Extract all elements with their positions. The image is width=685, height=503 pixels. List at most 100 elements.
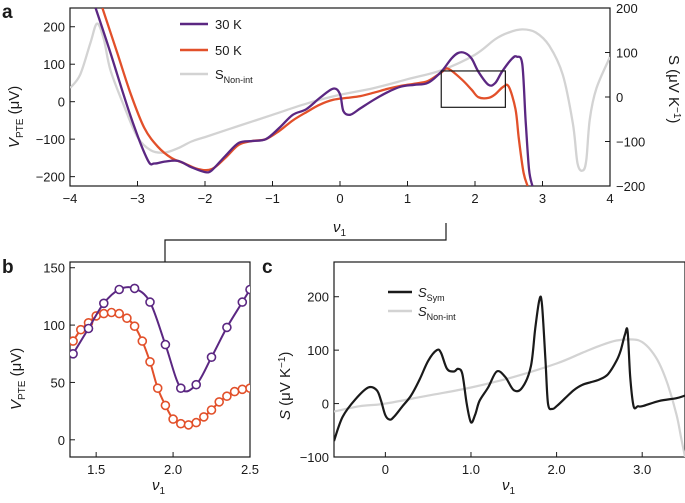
panel-a-xtick-label: 0 bbox=[336, 191, 343, 206]
panel-a-y2tick-label: 100 bbox=[616, 46, 638, 61]
inset-connector-line bbox=[164, 223, 447, 262]
panel-b-50k-marker bbox=[114, 308, 124, 319]
panel-a-xlabel: ν1 bbox=[333, 219, 347, 239]
panel-a-y2tick-label: 200 bbox=[616, 1, 638, 16]
panel-b-50k-marker bbox=[222, 391, 232, 402]
panel-b-50k-marker bbox=[214, 397, 224, 407]
panel-b-30k-marker bbox=[206, 352, 217, 363]
panel-b-50k-marker bbox=[183, 420, 194, 430]
panel-b-50k-marker bbox=[237, 384, 248, 395]
panel-c-xtick-label: 0 bbox=[382, 462, 389, 477]
panel-a-axes: −4 −3 −2 −1 0 1 2 3 4 200 100 0 −100 −200 200 100 0 −100 −… bbox=[36, 1, 646, 206]
panel-b-xtick-label: 2.5 bbox=[241, 462, 259, 477]
panel-c-xtick-label: 3.0 bbox=[633, 462, 651, 477]
panel-b-ytick-label: 100 bbox=[43, 318, 65, 333]
panel-b-50k-marker bbox=[152, 383, 163, 394]
panel-a-ytick-label: 0 bbox=[58, 95, 65, 110]
panel-b-ylabel: VPTE (μV) bbox=[8, 348, 28, 410]
panel-b-30k-marker bbox=[83, 323, 94, 334]
panel-a-series bbox=[70, 8, 610, 186]
panel-b-30k-marker bbox=[99, 298, 109, 309]
panel-b-xlabel: ν1 bbox=[152, 477, 166, 497]
panel-b-50k-marker bbox=[206, 405, 217, 415]
panel-b-ytick-label: 0 bbox=[58, 433, 65, 448]
series-s-nonint-c-line bbox=[334, 338, 685, 457]
panel-b-50k-marker bbox=[137, 336, 148, 346]
panel-b-30k-marker bbox=[222, 322, 232, 333]
panel-b-50k-marker bbox=[191, 417, 201, 428]
panel-a-xtick-label: 4 bbox=[606, 191, 613, 206]
panel-b-30k-marker bbox=[176, 383, 186, 394]
panel-a-letter: a bbox=[2, 2, 13, 23]
panel-b-30k-marker bbox=[160, 339, 171, 350]
panel-b-50k-marker bbox=[106, 307, 117, 318]
panel-b-30k-marker bbox=[129, 283, 140, 294]
panel-b-50k-marker bbox=[160, 400, 171, 411]
panel-c-ytick-label: 200 bbox=[307, 290, 329, 305]
panel-b-xtick-label: 2.0 bbox=[164, 462, 182, 477]
panel-c-axes: 0 1.0 2.0 3.0 200 100 0 −100 bbox=[300, 290, 652, 477]
panel-a-y2tick-label: −200 bbox=[616, 179, 645, 194]
panel-b-50k-marker bbox=[145, 356, 155, 367]
panel-b-ytick-label: 150 bbox=[43, 261, 65, 276]
panel-b-ytick-label: 50 bbox=[51, 375, 65, 390]
series-30k-line bbox=[94, 8, 534, 186]
panel-a-ytick-label: 200 bbox=[43, 20, 65, 35]
panel-b-30k-marker bbox=[245, 284, 250, 295]
panel-a-ytick-label: −100 bbox=[36, 132, 65, 147]
panel-b: b 1.5 2.0 2.5 150 100 50 0 ν1 VPTE (μV) bbox=[2, 257, 259, 497]
panel-c-ytick-label: 0 bbox=[322, 397, 329, 412]
panel-a: a −4 −3 −2 −1 0 1 2 3 4 200 100 0 −100 −200 200 100 0 −10… bbox=[2, 1, 682, 262]
panel-b-50k-marker bbox=[122, 313, 132, 324]
panel-c-xlabel: ν1 bbox=[502, 477, 516, 497]
panel-b-30k-marker bbox=[191, 379, 201, 390]
legend-label-s-nonint: SNon-int bbox=[215, 67, 253, 85]
panel-c-legend: SSym SNon-int bbox=[388, 285, 456, 322]
series-s-sym-line bbox=[334, 295, 685, 442]
panel-b-axes: 1.5 2.0 2.5 150 100 50 0 bbox=[43, 261, 259, 477]
panel-b-30k-marker bbox=[237, 297, 248, 307]
panel-a-xtick-label: 2 bbox=[471, 191, 478, 206]
legend-label-s-sym: SSym bbox=[418, 285, 445, 303]
inset-region-box bbox=[440, 70, 506, 108]
panel-c-ytick-label: 100 bbox=[307, 343, 329, 358]
panel-a-xtick-label: −1 bbox=[265, 191, 280, 206]
panel-b-series bbox=[70, 283, 250, 430]
series-s-nonint-line bbox=[70, 22, 610, 172]
panel-b-50k-marker bbox=[129, 321, 140, 332]
panel-a-xtick-label: −3 bbox=[130, 191, 145, 206]
panel-b-50k-marker bbox=[199, 412, 209, 422]
panel-b-50k-marker bbox=[176, 418, 186, 429]
panel-b-30k-marker bbox=[70, 349, 78, 359]
panel-b-30k-marker bbox=[145, 297, 155, 307]
panel-c-frame bbox=[333, 261, 685, 458]
panel-b-letter: b bbox=[2, 257, 14, 278]
panel-c-ytick-label: −100 bbox=[300, 450, 329, 465]
series-50k-line bbox=[101, 8, 529, 186]
panel-c: c 0 1.0 2.0 3.0 200 100 0 −100 SSym SNon-int ν1… bbox=[262, 257, 685, 497]
panel-b-50k-marker bbox=[229, 386, 240, 397]
panel-c-ylabel: S (μV K−1) bbox=[277, 352, 294, 420]
panel-a-xtick-label: −4 bbox=[63, 191, 78, 206]
legend-label-50k: 50 K bbox=[215, 43, 242, 58]
panel-a-y2tick-label: 0 bbox=[616, 90, 623, 105]
panel-b-50k-marker bbox=[245, 383, 250, 393]
panel-a-ytick-label: −200 bbox=[36, 170, 65, 185]
panel-c-series bbox=[334, 295, 685, 457]
legend-label-30k: 30 K bbox=[215, 17, 242, 32]
legend-label-s-nonint-c: SNon-int bbox=[418, 304, 456, 322]
panel-b-50k-marker bbox=[70, 336, 78, 346]
panel-a-y2tick-label: −100 bbox=[616, 135, 645, 150]
panel-c-xtick-label: 2.0 bbox=[548, 462, 566, 477]
panel-b-xtick-label: 1.5 bbox=[87, 462, 105, 477]
panel-b-50k-marker bbox=[76, 324, 86, 335]
panel-a-xtick-label: 3 bbox=[539, 191, 546, 206]
panel-a-ylabel: VPTE (μV) bbox=[6, 86, 26, 148]
panel-a-xtick-label: 1 bbox=[404, 191, 411, 206]
panel-b-50k-marker bbox=[99, 308, 109, 319]
panel-c-xtick-label: 1.0 bbox=[462, 462, 480, 477]
panel-c-letter: c bbox=[262, 257, 273, 278]
panel-b-frame bbox=[69, 261, 251, 458]
panel-a-y2label: S (μV K−1) bbox=[665, 55, 682, 123]
